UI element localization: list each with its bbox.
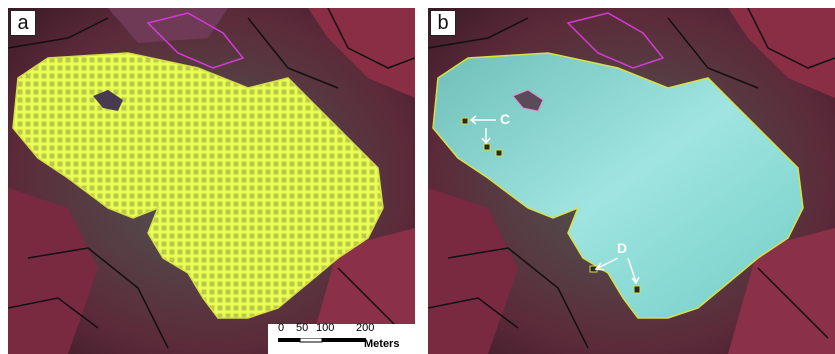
panel-a: a <box>8 8 415 354</box>
satellite-image-b <box>428 8 835 354</box>
scale-tick-200: 200 <box>356 322 375 334</box>
panel-b: b C D <box>428 8 835 354</box>
scale-units: Meters <box>364 338 400 350</box>
callout-d: D <box>617 240 628 256</box>
scale-bar: 0 50 100 200 Meters <box>268 322 418 354</box>
satellite-image-a <box>8 8 415 354</box>
scale-tick-50: 50 <box>296 322 309 334</box>
scale-bar-graphic <box>278 338 366 343</box>
panel-label-b: b <box>430 10 456 36</box>
scale-tick-0: 0 <box>278 322 285 334</box>
scale-tick-100: 100 <box>316 322 335 334</box>
callout-c: C <box>500 111 511 127</box>
panel-label-a: a <box>10 10 36 36</box>
